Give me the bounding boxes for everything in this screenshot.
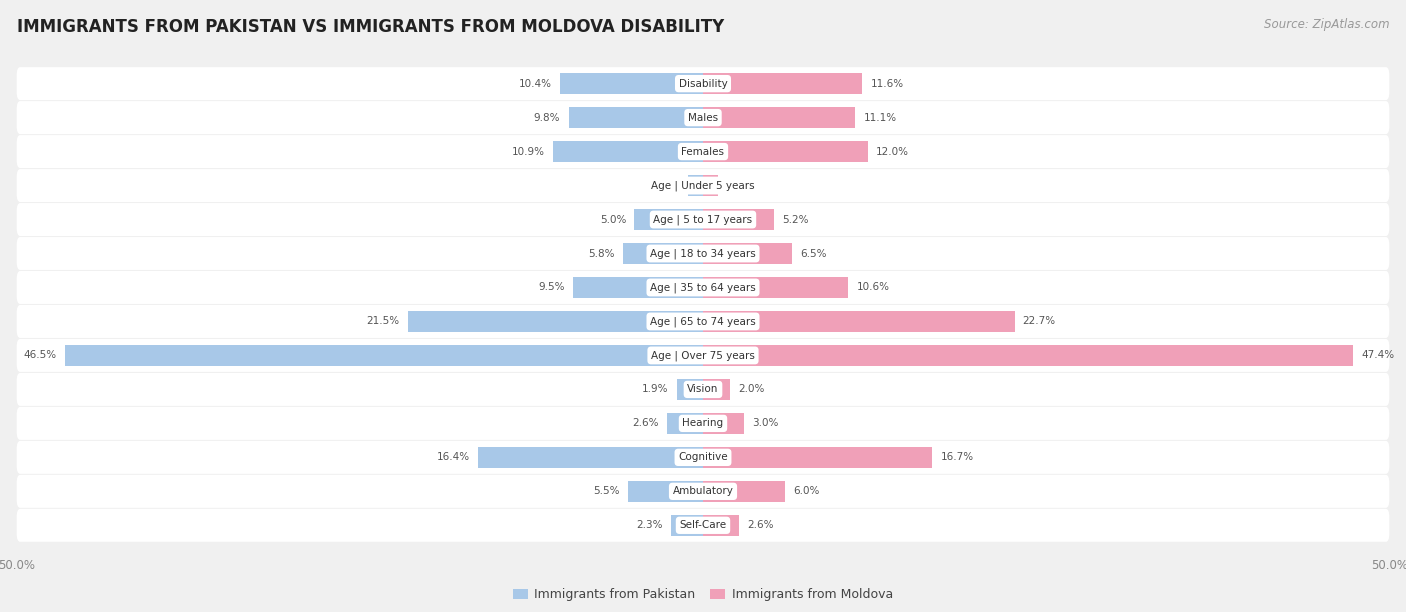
Bar [65,345,703,366]
Bar [668,413,703,434]
Bar [703,345,1354,366]
Text: 1.9%: 1.9% [643,384,669,394]
Bar [703,379,731,400]
Bar [703,515,738,536]
Text: Hearing: Hearing [682,419,724,428]
FancyBboxPatch shape [17,339,1389,372]
FancyBboxPatch shape [17,67,1389,100]
Bar [623,243,703,264]
Bar [676,379,703,400]
Text: 9.8%: 9.8% [534,113,560,122]
Text: 16.7%: 16.7% [941,452,973,462]
FancyBboxPatch shape [17,509,1389,542]
Text: IMMIGRANTS FROM PAKISTAN VS IMMIGRANTS FROM MOLDOVA DISABILITY: IMMIGRANTS FROM PAKISTAN VS IMMIGRANTS F… [17,18,724,36]
FancyBboxPatch shape [17,373,1389,406]
Text: 1.1%: 1.1% [727,181,752,190]
Text: 2.0%: 2.0% [738,384,765,394]
Text: 5.5%: 5.5% [593,487,619,496]
FancyBboxPatch shape [17,441,1389,474]
Legend: Immigrants from Pakistan, Immigrants from Moldova: Immigrants from Pakistan, Immigrants fro… [513,588,893,601]
Bar [672,515,703,536]
Text: Cognitive: Cognitive [678,452,728,462]
Text: 2.6%: 2.6% [747,520,773,531]
Text: 5.0%: 5.0% [600,215,626,225]
FancyBboxPatch shape [17,475,1389,508]
Text: 3.0%: 3.0% [752,419,779,428]
Text: 1.1%: 1.1% [654,181,679,190]
FancyBboxPatch shape [17,305,1389,338]
Text: Vision: Vision [688,384,718,394]
Text: 11.1%: 11.1% [863,113,897,122]
Text: 6.0%: 6.0% [793,487,820,496]
Text: 5.8%: 5.8% [589,248,616,258]
Text: Age | 65 to 74 years: Age | 65 to 74 years [650,316,756,327]
Text: 11.6%: 11.6% [870,78,904,89]
Text: Ambulatory: Ambulatory [672,487,734,496]
Text: 10.4%: 10.4% [519,78,553,89]
FancyBboxPatch shape [17,101,1389,134]
FancyBboxPatch shape [17,203,1389,236]
Text: Age | Over 75 years: Age | Over 75 years [651,350,755,360]
Text: Disability: Disability [679,78,727,89]
Bar [703,107,855,128]
Text: Source: ZipAtlas.com: Source: ZipAtlas.com [1264,18,1389,31]
Bar [703,413,744,434]
Bar [703,481,786,502]
Bar [703,141,868,162]
FancyBboxPatch shape [17,135,1389,168]
Bar [560,73,703,94]
Bar [478,447,703,468]
Text: Females: Females [682,147,724,157]
Bar [703,447,932,468]
Bar [627,481,703,502]
Bar [568,107,703,128]
FancyBboxPatch shape [17,169,1389,202]
Text: 10.9%: 10.9% [512,147,546,157]
Bar [554,141,703,162]
Text: Age | Under 5 years: Age | Under 5 years [651,181,755,191]
Bar [703,311,1015,332]
Text: 9.5%: 9.5% [538,283,564,293]
Text: 16.4%: 16.4% [437,452,470,462]
Text: 46.5%: 46.5% [24,351,56,360]
Text: Age | 5 to 17 years: Age | 5 to 17 years [654,214,752,225]
Text: 47.4%: 47.4% [1361,351,1395,360]
Text: Self-Care: Self-Care [679,520,727,531]
Bar [703,277,848,298]
Text: 22.7%: 22.7% [1022,316,1056,326]
Bar [703,243,792,264]
FancyBboxPatch shape [17,271,1389,304]
FancyBboxPatch shape [17,407,1389,440]
Text: 2.6%: 2.6% [633,419,659,428]
Bar [408,311,703,332]
Text: Males: Males [688,113,718,122]
Text: Age | 18 to 34 years: Age | 18 to 34 years [650,248,756,259]
Text: Age | 35 to 64 years: Age | 35 to 64 years [650,282,756,293]
Text: 21.5%: 21.5% [367,316,399,326]
Text: 5.2%: 5.2% [783,215,808,225]
Bar [572,277,703,298]
Bar [703,175,718,196]
Bar [634,209,703,230]
Bar [688,175,703,196]
Text: 2.3%: 2.3% [637,520,664,531]
Text: 6.5%: 6.5% [800,248,827,258]
Text: 12.0%: 12.0% [876,147,908,157]
Text: 10.6%: 10.6% [856,283,890,293]
Bar [703,73,862,94]
Bar [703,209,775,230]
FancyBboxPatch shape [17,237,1389,270]
